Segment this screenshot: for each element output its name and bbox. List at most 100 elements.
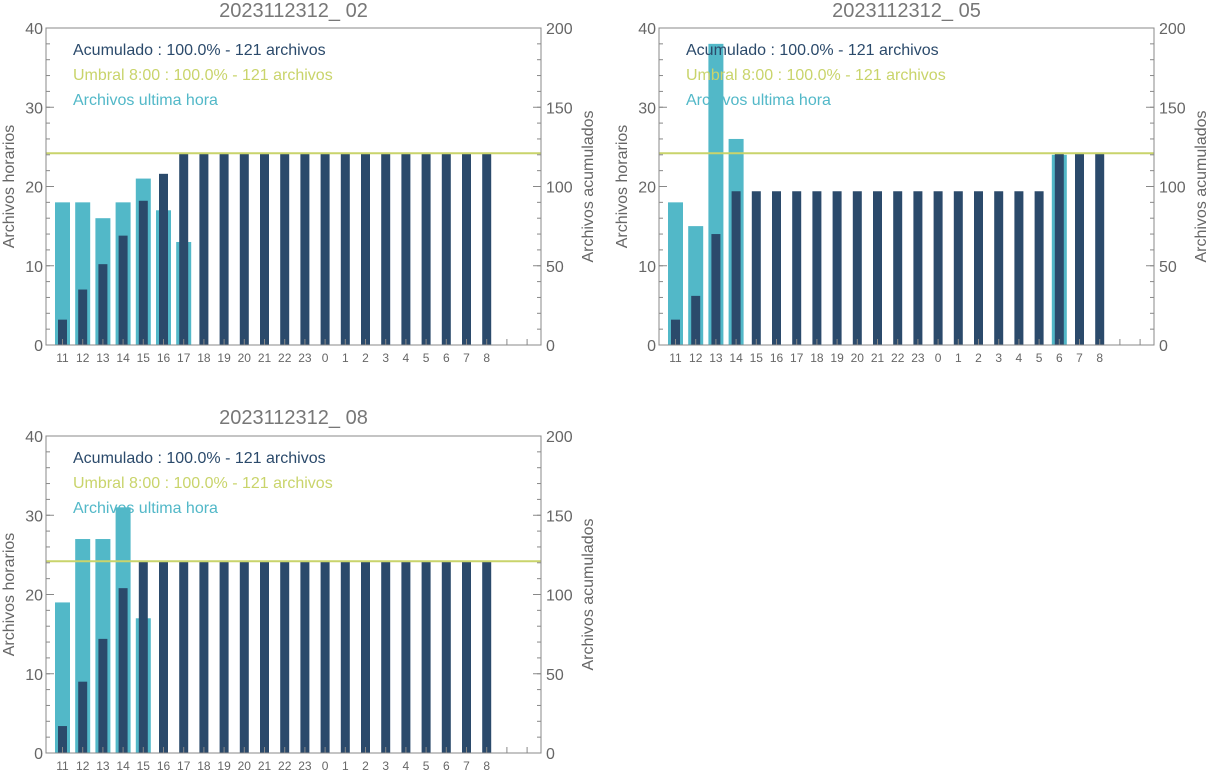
cumulative-bar bbox=[58, 319, 67, 345]
right-axis-label: Archivos acumulados bbox=[580, 110, 597, 262]
legend-hourly: Archivos ultima hora bbox=[686, 92, 831, 109]
cumulative-bar bbox=[421, 561, 431, 753]
right-tick-label: 0 bbox=[546, 338, 555, 355]
cumulative-bar bbox=[78, 289, 88, 345]
cumulative-bar bbox=[58, 726, 67, 753]
x-tick-label: 13 bbox=[709, 351, 723, 365]
hourly-bar bbox=[55, 202, 70, 345]
cumulative-bar bbox=[138, 200, 148, 345]
cumulative-bar bbox=[300, 153, 310, 345]
x-tick-label: 14 bbox=[729, 351, 743, 365]
x-tick-label: 2 bbox=[975, 351, 982, 365]
cumulative-bar bbox=[812, 191, 822, 345]
x-tick-label: 14 bbox=[116, 351, 130, 365]
x-tick-label: 0 bbox=[322, 759, 329, 771]
left-tick-label: 30 bbox=[638, 100, 656, 117]
hourly-bar bbox=[55, 602, 70, 753]
left-tick-label: 10 bbox=[25, 259, 43, 276]
x-tick-label: 5 bbox=[423, 351, 430, 365]
cumulative-bar bbox=[239, 561, 249, 753]
cumulative-bar bbox=[381, 153, 391, 345]
left-axis-label: Archivos horarios bbox=[1, 125, 18, 249]
cumulative-bar bbox=[138, 561, 148, 753]
x-tick-label: 16 bbox=[157, 759, 171, 771]
cumulative-bar bbox=[953, 191, 963, 345]
x-tick-label: 1 bbox=[955, 351, 962, 365]
left-tick-label: 40 bbox=[25, 21, 43, 38]
x-tick-label: 3 bbox=[995, 351, 1002, 365]
x-tick-label: 2 bbox=[362, 351, 369, 365]
right-tick-label: 100 bbox=[1159, 180, 1186, 197]
hourly-bar bbox=[668, 202, 683, 345]
cumulative-bar bbox=[893, 191, 903, 345]
cumulative-bar bbox=[711, 234, 721, 345]
x-tick-label: 19 bbox=[217, 351, 231, 365]
x-tick-label: 3 bbox=[382, 351, 389, 365]
x-tick-label: 17 bbox=[177, 351, 191, 365]
legend-threshold: Umbral 8:00 : 100.0% - 121 archivos bbox=[73, 475, 333, 492]
cumulative-bar bbox=[98, 264, 108, 345]
x-tick-label: 11 bbox=[56, 759, 69, 771]
cumulative-bar bbox=[381, 561, 391, 753]
x-tick-label: 7 bbox=[463, 759, 470, 771]
x-tick-label: 1 bbox=[342, 759, 349, 771]
left-tick-label: 20 bbox=[638, 180, 656, 197]
cumulative-bar bbox=[280, 561, 290, 753]
cumulative-bar bbox=[933, 191, 943, 345]
x-tick-label: 15 bbox=[137, 759, 151, 771]
cumulative-bar bbox=[300, 561, 310, 753]
right-tick-label: 50 bbox=[1159, 259, 1177, 276]
right-axis-label: Archivos acumulados bbox=[1193, 110, 1206, 262]
cumulative-bar bbox=[1095, 153, 1105, 345]
x-tick-label: 6 bbox=[443, 759, 450, 771]
left-tick-label: 10 bbox=[25, 667, 43, 684]
x-tick-label: 20 bbox=[238, 351, 252, 365]
legend-cumulative: Acumulado : 100.0% - 121 archivos bbox=[73, 42, 326, 59]
x-tick-label: 6 bbox=[443, 351, 450, 365]
right-tick-label: 150 bbox=[1159, 100, 1186, 117]
cumulative-bar bbox=[340, 153, 350, 345]
cumulative-bar bbox=[118, 588, 128, 753]
cumulative-bar bbox=[482, 153, 492, 345]
x-tick-label: 18 bbox=[810, 351, 824, 365]
x-tick-label: 8 bbox=[483, 351, 490, 365]
right-axis-label: Archivos acumulados bbox=[580, 518, 597, 670]
cumulative-bar bbox=[340, 561, 350, 753]
x-tick-label: 15 bbox=[750, 351, 764, 365]
x-tick-label: 0 bbox=[322, 351, 329, 365]
cumulative-bar bbox=[239, 153, 249, 345]
cumulative-bar bbox=[913, 191, 923, 345]
x-tick-label: 0 bbox=[935, 351, 942, 365]
legend-hourly: Archivos ultima hora bbox=[73, 92, 218, 109]
left-tick-label: 0 bbox=[34, 338, 43, 355]
x-tick-label: 20 bbox=[851, 351, 865, 365]
chart-title: 2023112312_ 05 bbox=[832, 0, 981, 22]
cumulative-bar bbox=[320, 561, 330, 753]
cumulative-bar bbox=[751, 191, 761, 345]
left-tick-label: 40 bbox=[638, 21, 656, 38]
cumulative-bar bbox=[482, 561, 492, 753]
cumulative-bar bbox=[179, 153, 189, 345]
cumulative-bar bbox=[361, 561, 370, 753]
x-tick-label: 22 bbox=[278, 759, 292, 771]
cumulative-bar bbox=[1034, 191, 1044, 345]
cumulative-bar bbox=[421, 153, 431, 345]
cumulative-bar bbox=[260, 153, 269, 345]
x-tick-label: 19 bbox=[217, 759, 231, 771]
cumulative-bar bbox=[118, 235, 128, 345]
x-tick-label: 1 bbox=[342, 351, 349, 365]
x-tick-label: 5 bbox=[1036, 351, 1043, 365]
cumulative-bar bbox=[873, 191, 882, 345]
chart-title: 2023112312_ 08 bbox=[219, 407, 368, 429]
x-tick-label: 14 bbox=[116, 759, 130, 771]
right-tick-label: 0 bbox=[546, 746, 555, 763]
cumulative-bar bbox=[199, 153, 209, 345]
left-tick-label: 0 bbox=[647, 338, 656, 355]
x-tick-label: 7 bbox=[463, 351, 470, 365]
cumulative-bar bbox=[280, 153, 290, 345]
x-tick-label: 5 bbox=[423, 759, 430, 771]
x-tick-label: 19 bbox=[830, 351, 844, 365]
right-tick-label: 150 bbox=[546, 508, 573, 525]
